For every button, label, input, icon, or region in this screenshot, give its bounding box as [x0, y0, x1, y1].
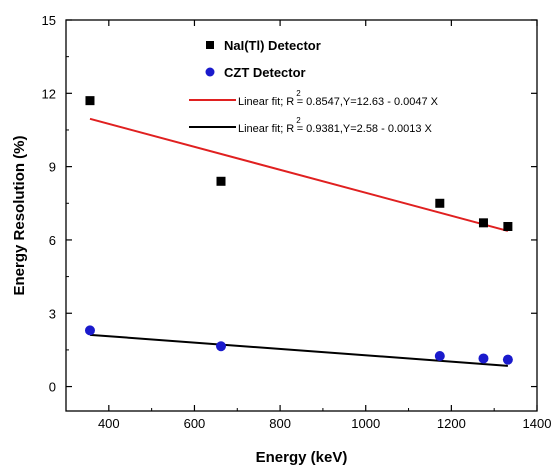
- y-tick-label: 3: [49, 306, 56, 321]
- y-tick-label: 12: [42, 86, 56, 101]
- fit-line: [89, 117, 509, 232]
- nai-data-point: [478, 218, 488, 228]
- legend-label-nai: NaI(Tl) Detector: [224, 38, 321, 53]
- legend-fit-label: Linear fit; R2 = 0.9381,Y=2.58 - 0.0013 X: [238, 116, 433, 135]
- y-axis-title: Energy Resolution (%): [11, 135, 28, 295]
- nai-data-point: [503, 221, 513, 231]
- y-tick-label: 6: [49, 233, 56, 248]
- nai-data-point: [435, 198, 445, 208]
- x-tick-label: 1200: [437, 416, 466, 431]
- plot-frame: [65, 19, 538, 412]
- x-tick-label: 800: [269, 416, 291, 431]
- legend-fit-superscript: 2: [296, 89, 301, 98]
- czt-data-point: [434, 351, 445, 362]
- y-tick-label: 15: [42, 13, 56, 28]
- legend-fit-superscript: 2: [296, 116, 301, 125]
- x-tick-label: 1400: [523, 416, 552, 431]
- nai-data-point: [85, 96, 95, 106]
- x-tick-label: 400: [98, 416, 120, 431]
- czt-data-point: [84, 325, 95, 336]
- czt-data-point: [216, 341, 227, 352]
- legend-label-czt: CZT Detector: [224, 65, 306, 80]
- legend-fit-label: Linear fit; R2 = 0.8547,Y=12.63 - 0.0047 …: [238, 89, 439, 108]
- legend-fit-equation: = 0.9381,Y=2.58 - 0.0013 X: [297, 123, 433, 135]
- x-tick-label: 600: [184, 416, 206, 431]
- x-axis-title: Energy (keV): [256, 449, 348, 465]
- x-tick-label: 1000: [351, 416, 380, 431]
- data-points: [84, 96, 513, 365]
- legend-fit-equation: = 0.8547,Y=12.63 - 0.0047 X: [297, 96, 439, 108]
- legend: NaI(Tl) Detector CZT Detector Linear fit; …: [189, 38, 439, 135]
- legend-marker-circle: [205, 67, 215, 77]
- czt-data-point: [478, 353, 489, 364]
- y-tick-label: 0: [49, 380, 56, 395]
- czt-data-point: [502, 354, 513, 365]
- nai-data-point: [216, 176, 226, 186]
- fit-lines: [89, 117, 509, 367]
- legend-marker-square: [206, 41, 214, 49]
- y-tick-label: 9: [49, 160, 56, 175]
- fit-line: [89, 333, 508, 367]
- axes: 400 600 800 1000 1200 1400 0 3 6 9 12 15 Energy (keV…: [11, 13, 551, 465]
